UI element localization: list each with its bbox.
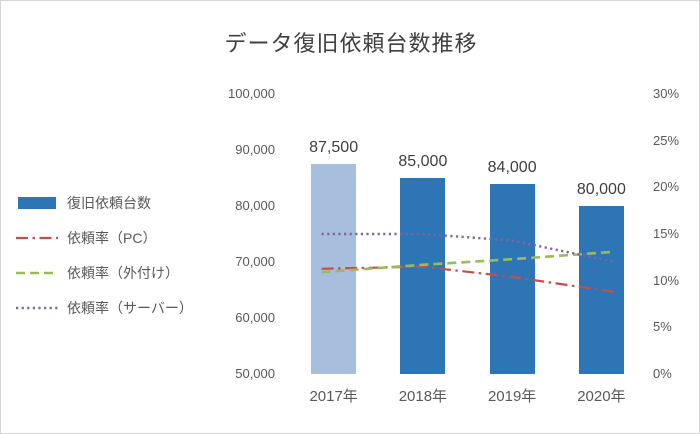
chart-title: データ復旧依頼台数推移 bbox=[224, 31, 478, 56]
server-line-swatch-icon bbox=[16, 306, 58, 309]
bar-data-label: 87,500 bbox=[309, 139, 359, 156]
legend-item-server-line: 依頼率（サーバー） bbox=[15, 290, 193, 325]
line-series-依頼率（PC） bbox=[321, 265, 614, 293]
legend-label-bar-series: 復旧依頼台数 bbox=[67, 194, 151, 211]
bar-series-swatch-icon bbox=[18, 196, 56, 209]
bar-data-label: 80,000 bbox=[576, 181, 626, 198]
x-axis-label: 2019年 bbox=[487, 388, 537, 405]
legend-item-pc-line: 依頼率（PC） bbox=[15, 220, 193, 255]
y-axis-right-tick: 10% bbox=[653, 272, 680, 288]
bar-2018年 bbox=[400, 178, 446, 374]
y-axis-left-tick: 70,000 bbox=[235, 254, 275, 269]
y-axis-right-tick: 20% bbox=[653, 179, 680, 195]
y-axis-left-tick: 100,000 bbox=[228, 86, 275, 101]
bar-2019年 bbox=[489, 183, 535, 374]
y-axis-right-tick: 30% bbox=[653, 86, 680, 101]
y-axis-left-tick: 90,000 bbox=[235, 142, 275, 157]
legend-label-pc-line: 依頼率（PC） bbox=[67, 229, 157, 246]
y-axis-left-tick: 50,000 bbox=[235, 366, 275, 381]
line-series-依頼率（サーバー） bbox=[321, 232, 614, 263]
y-axis-right-tick: 5% bbox=[653, 319, 672, 335]
y-axis-left-tick: 60,000 bbox=[235, 310, 275, 325]
legend-item-external-line: 依頼率（外付け） bbox=[15, 255, 193, 290]
bar-2020年 bbox=[578, 206, 624, 374]
x-axis-label: 2017年 bbox=[309, 388, 358, 405]
y-axis-right-tick: 25% bbox=[653, 132, 680, 148]
line-series-依頼率（外付け） bbox=[321, 250, 614, 274]
external-line-swatch-icon bbox=[16, 271, 58, 274]
bar-data-label: 84,000 bbox=[487, 158, 537, 176]
bar-data-label: 85,000 bbox=[398, 153, 448, 170]
x-axis-label: 2018年 bbox=[398, 388, 448, 405]
y-axis-right-tick: 0% bbox=[653, 366, 672, 381]
pc-line-swatch-icon bbox=[16, 236, 58, 239]
legend: 復旧依頼台数 依頼率（PC） 依頼率（外付け） 依頼率（サーバー） bbox=[15, 185, 193, 325]
legend-label-external-line: 依頼率（外付け） bbox=[67, 264, 179, 281]
y-axis-right-tick: 15% bbox=[653, 226, 680, 241]
y-axis-left-tick: 80,000 bbox=[235, 198, 275, 213]
x-axis-label: 2020年 bbox=[577, 388, 626, 405]
bar-2017年 bbox=[311, 164, 357, 374]
legend-item-bar-series: 復旧依頼台数 bbox=[15, 185, 193, 220]
legend-label-server-line: 依頼率（サーバー） bbox=[67, 299, 193, 316]
